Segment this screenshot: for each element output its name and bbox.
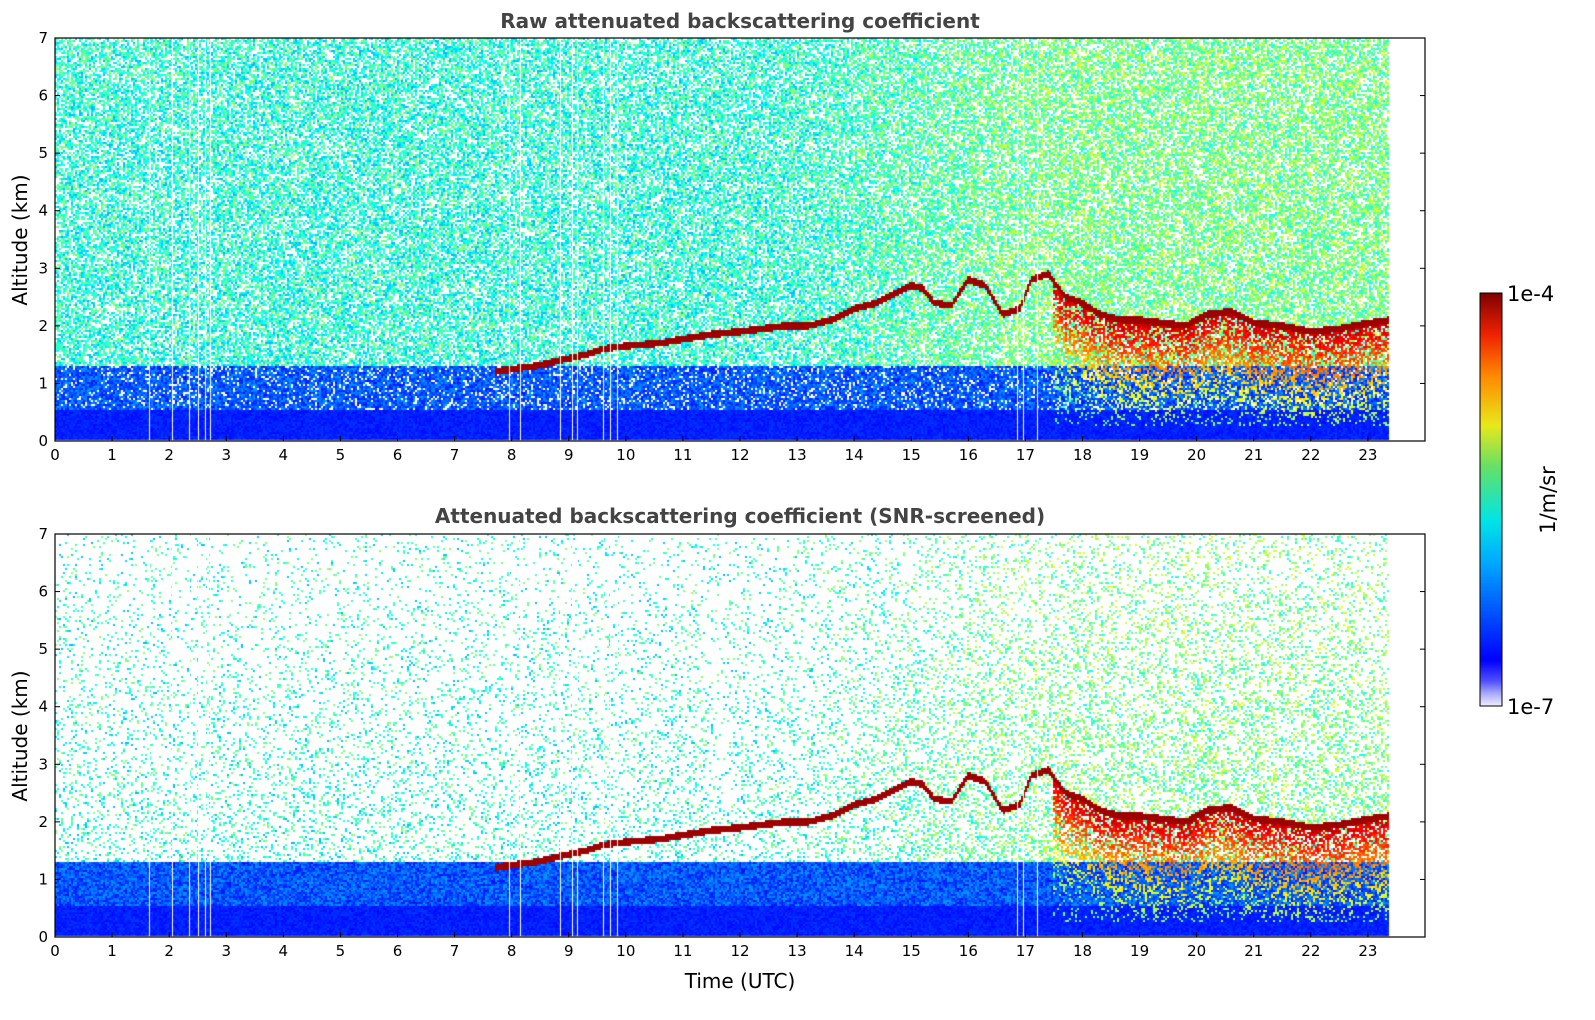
x-tick-label: 0 — [50, 446, 60, 464]
heatmap-raster — [55, 534, 1425, 937]
x-tick-label: 18 — [1073, 446, 1092, 464]
x-tick-label: 4 — [279, 942, 289, 960]
x-tick-label: 2 — [164, 942, 174, 960]
x-tick-label: 19 — [1130, 446, 1149, 464]
x-tick-label: 1 — [107, 446, 117, 464]
x-tick-label: 1 — [107, 942, 117, 960]
x-tick-label: 22 — [1301, 446, 1320, 464]
x-tick-label: 21 — [1244, 446, 1263, 464]
x-tick-label: 7 — [450, 446, 460, 464]
y-tick-label: 2 — [38, 813, 48, 831]
x-tick-label: 17 — [1016, 942, 1035, 960]
y-axis-label: Altitude (km) — [8, 670, 32, 801]
x-tick-label: 16 — [959, 942, 978, 960]
x-tick-label: 19 — [1130, 942, 1149, 960]
x-tick-label: 7 — [450, 942, 460, 960]
y-tick-label: 7 — [38, 29, 48, 47]
y-tick-label: 5 — [38, 640, 48, 658]
x-tick-label: 11 — [673, 446, 692, 464]
x-tick-label: 11 — [673, 942, 692, 960]
x-tick-label: 15 — [902, 942, 921, 960]
x-tick-label: 10 — [616, 942, 635, 960]
screened-backscatter-panel: Attenuated backscattering coefficient (S… — [8, 504, 1426, 993]
x-tick-label: 13 — [788, 942, 807, 960]
y-tick-label: 4 — [38, 202, 48, 220]
y-tick-label: 1 — [38, 374, 48, 392]
y-tick-label: 0 — [38, 928, 48, 946]
x-tick-label: 21 — [1244, 942, 1263, 960]
x-tick-label: 6 — [393, 942, 403, 960]
y-tick-label: 1 — [38, 870, 48, 888]
x-tick-label: 18 — [1073, 942, 1092, 960]
x-axis-label: Time (UTC) — [684, 969, 796, 993]
x-tick-label: 6 — [393, 446, 403, 464]
x-tick-label: 9 — [564, 942, 574, 960]
chart-title: Raw attenuated backscattering coefficien… — [500, 9, 980, 33]
y-tick-label: 7 — [38, 525, 48, 543]
x-tick-label: 3 — [221, 446, 231, 464]
colorbar-min-label: 1e-7 — [1507, 695, 1554, 719]
y-axis-label: Altitude (km) — [8, 174, 32, 305]
x-tick-label: 22 — [1301, 942, 1320, 960]
heatmap-raster — [55, 38, 1425, 441]
backscatter-heatmap — [55, 38, 1425, 441]
x-tick-label: 9 — [564, 446, 574, 464]
x-tick-label: 8 — [507, 446, 517, 464]
y-tick-label: 3 — [38, 259, 48, 277]
x-tick-label: 8 — [507, 942, 517, 960]
x-tick-label: 0 — [50, 942, 60, 960]
y-tick-label: 5 — [38, 144, 48, 162]
x-tick-label: 14 — [845, 942, 864, 960]
x-tick-label: 12 — [730, 446, 749, 464]
x-tick-label: 14 — [845, 446, 864, 464]
chart-title: Attenuated backscattering coefficient (S… — [435, 504, 1045, 528]
colorbar-unit-label: 1/m/sr — [1536, 466, 1560, 534]
colorbar-max-label: 1e-4 — [1507, 282, 1554, 306]
raw-backscatter-panel: Raw attenuated backscattering coefficien… — [8, 9, 1426, 464]
x-tick-label: 10 — [616, 446, 635, 464]
x-tick-label: 3 — [221, 942, 231, 960]
x-tick-label: 17 — [1016, 446, 1035, 464]
x-tick-label: 12 — [730, 942, 749, 960]
colorbar: 1e-4 1e-7 1/m/sr — [1479, 282, 1560, 719]
backscatter-heatmap — [55, 534, 1425, 937]
x-tick-label: 20 — [1187, 942, 1206, 960]
x-tick-label: 2 — [164, 446, 174, 464]
x-tick-label: 20 — [1187, 446, 1206, 464]
x-tick-label: 23 — [1358, 942, 1377, 960]
y-tick-label: 4 — [38, 698, 48, 716]
y-tick-label: 6 — [38, 87, 48, 105]
x-tick-label: 15 — [902, 446, 921, 464]
x-tick-label: 5 — [336, 446, 346, 464]
y-tick-label: 6 — [38, 583, 48, 601]
y-tick-label: 2 — [38, 317, 48, 335]
x-tick-label: 13 — [788, 446, 807, 464]
y-tick-label: 3 — [38, 755, 48, 773]
x-tick-label: 4 — [279, 446, 289, 464]
y-tick-label: 0 — [38, 432, 48, 450]
x-tick-label: 5 — [336, 942, 346, 960]
x-tick-label: 23 — [1358, 446, 1377, 464]
colorbar-gradient — [1479, 292, 1503, 707]
x-tick-label: 16 — [959, 446, 978, 464]
